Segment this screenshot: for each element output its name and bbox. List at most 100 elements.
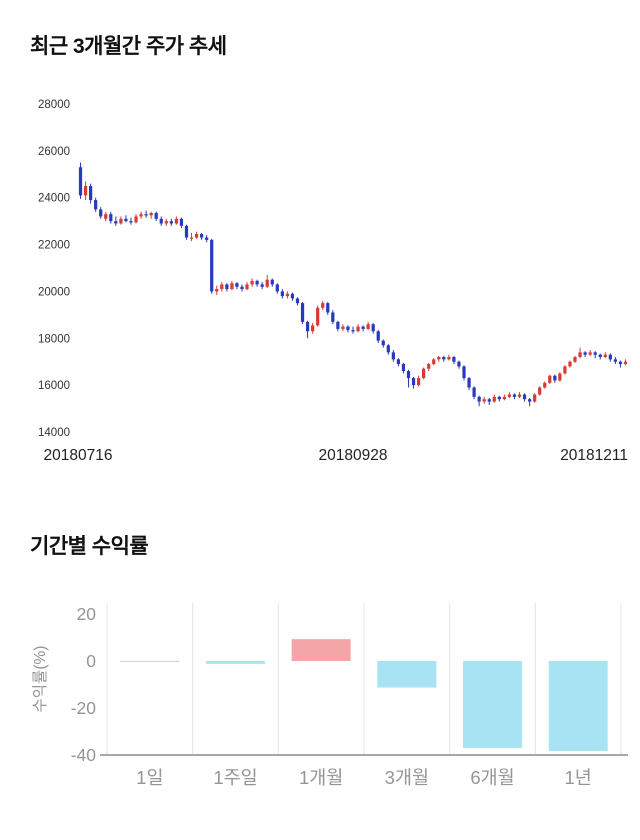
candle-body-up xyxy=(502,396,506,400)
candle-body-up xyxy=(538,387,542,395)
candle-body-down xyxy=(240,286,244,290)
candle-body-up xyxy=(104,214,108,219)
candle-body-down xyxy=(295,298,300,304)
returns-x-category-label: 1년 xyxy=(565,767,592,788)
candle-body-down xyxy=(109,214,113,222)
returns-y-tick-label: -40 xyxy=(71,745,97,765)
price-y-tick-label: 18000 xyxy=(38,333,70,345)
candle-body-up xyxy=(215,289,219,292)
price-y-tick-label: 14000 xyxy=(38,427,70,439)
candle-body-down xyxy=(331,312,335,322)
candle-body-down xyxy=(593,352,597,355)
candle-body-up xyxy=(341,326,345,329)
return-bar-negative xyxy=(463,661,522,748)
candle-body-up xyxy=(588,352,592,355)
candle-body-up xyxy=(603,354,607,358)
returns-x-category-label: 1개월 xyxy=(299,767,343,788)
candle-body-down xyxy=(618,361,623,365)
return-bar-negative xyxy=(548,661,608,752)
candle-body-up xyxy=(507,394,512,397)
price-y-tick-label: 28000 xyxy=(38,99,70,111)
candle-body-down xyxy=(260,284,264,287)
candle-body-down xyxy=(205,237,209,240)
candle-body-up xyxy=(164,221,168,224)
returns-chart-title: 기간별 수익률 xyxy=(30,535,149,558)
candle-body-up xyxy=(416,378,421,386)
candlestick-chart-container: 28000 26000 24000 22000 20000 18000 16000 14000… xyxy=(0,92,640,472)
price-chart-title: 최근 3개월간 주가 추세 xyxy=(30,35,227,58)
candle-body-down xyxy=(477,396,481,402)
returns-bar-chart-container: 20 0 -20 -40 1일 1주일 1개월 3개월 6개월 1년 수익률(%) xyxy=(0,588,640,810)
candle-body-down xyxy=(255,280,259,285)
returns-y-tick-label: -20 xyxy=(71,698,97,718)
candle-body-down xyxy=(583,352,587,355)
candle-body-up xyxy=(285,293,290,297)
price-x-tick-label: 20181211 xyxy=(560,447,628,464)
candle-body-up xyxy=(174,218,179,224)
candle-body-down xyxy=(336,321,340,329)
candle-body-down xyxy=(99,209,103,217)
candle-body-down xyxy=(613,359,617,362)
candle-body-up xyxy=(482,399,486,402)
candle-body-up xyxy=(189,237,194,239)
candle-body-up xyxy=(563,366,567,374)
candle-body-down xyxy=(512,394,517,397)
price-y-tick-label: 26000 xyxy=(38,146,70,158)
candle-body-up xyxy=(437,357,441,360)
candle-body-down xyxy=(497,396,501,400)
candle-body-down xyxy=(184,225,189,238)
candle-body-up xyxy=(220,284,224,290)
candle-body-down xyxy=(457,361,461,367)
candle-body-up xyxy=(366,324,370,329)
candle-body-up xyxy=(517,394,522,397)
candlestick-chart: 28000 26000 24000 22000 20000 18000 16000 14000… xyxy=(38,99,628,464)
candle-body-down xyxy=(235,283,239,287)
candle-body-down xyxy=(280,291,284,297)
candle-body-down xyxy=(144,214,148,216)
candle-body-down xyxy=(527,399,532,402)
returns-x-category-label: 1주일 xyxy=(213,767,257,788)
candle-body-up xyxy=(568,361,572,367)
returns-x-category-label: 6개월 xyxy=(470,767,514,788)
candle-body-up xyxy=(427,364,431,369)
candle-body-up xyxy=(139,214,143,217)
candle-body-down xyxy=(179,218,184,226)
candle-body-down xyxy=(89,186,93,201)
price-y-tick-label: 16000 xyxy=(38,380,70,392)
candle-body-down xyxy=(462,366,466,379)
candle-body-down xyxy=(553,375,557,381)
candle-body-up xyxy=(311,325,315,332)
candle-body-down xyxy=(406,371,411,379)
candle-body-up xyxy=(623,361,628,365)
candle-body-down xyxy=(94,200,98,210)
return-bar-negative xyxy=(206,661,265,664)
candle-body-down xyxy=(159,218,163,224)
price-y-tick-label: 20000 xyxy=(38,286,70,298)
candle-body-down xyxy=(210,239,214,292)
candle-body-up xyxy=(548,375,552,383)
candle-body-down xyxy=(391,352,395,360)
candle-body-down xyxy=(270,279,274,285)
candle-body-down xyxy=(472,387,476,397)
candle-body-down xyxy=(522,394,527,400)
candle-body-down xyxy=(78,167,83,196)
candle-body-down xyxy=(169,221,173,224)
returns-x-category-label: 3개월 xyxy=(385,767,429,788)
returns-x-category-label: 1일 xyxy=(136,767,163,788)
candle-body-down xyxy=(346,326,350,331)
candle-body-down xyxy=(200,234,204,238)
candle-body-up xyxy=(134,216,138,223)
candle-body-down xyxy=(290,293,295,299)
candle-body-down xyxy=(275,284,279,292)
candle-body-down xyxy=(467,378,471,388)
candle-body-down xyxy=(411,378,416,386)
return-bar-negative xyxy=(377,661,437,688)
candle-body-down xyxy=(351,330,355,332)
return-bar-positive xyxy=(291,639,351,661)
returns-y-axis-title: 수익률(%) xyxy=(31,646,49,713)
candle-body-up xyxy=(245,284,249,290)
candle-body-down xyxy=(129,221,133,223)
price-x-tick-label: 20180928 xyxy=(319,447,388,464)
candle-body-up xyxy=(578,352,582,358)
candle-body-down xyxy=(442,357,446,360)
